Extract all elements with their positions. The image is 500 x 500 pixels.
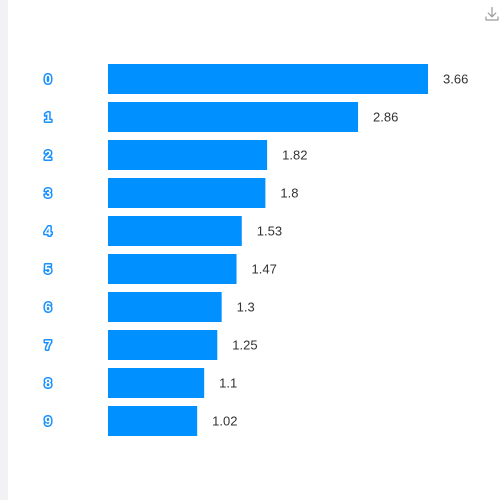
category-label-3: 3 [44,186,51,201]
value-label-9: 1.02 [212,414,237,429]
category-label-0: 0 [44,72,51,87]
value-label-0: 3.66 [443,72,468,87]
bar-4[interactable] [108,216,242,246]
left-edge-strip [0,0,8,500]
bar-6[interactable] [108,292,222,322]
value-label-3: 1.8 [280,186,298,201]
value-label-4: 1.53 [257,224,282,239]
bar-2[interactable] [108,140,268,170]
category-label-7: 7 [44,338,51,353]
category-label-9: 9 [44,414,51,429]
category-label-6: 6 [44,300,51,315]
category-label-2: 2 [44,148,51,163]
bar-8[interactable] [108,368,205,398]
bar-0[interactable] [108,64,428,94]
bar-7[interactable] [108,330,218,360]
bar-9[interactable] [108,406,198,436]
download-icon [485,6,499,21]
value-label-7: 1.25 [232,338,257,353]
category-label-4: 4 [44,224,52,239]
category-label-1: 1 [44,110,51,125]
value-label-5: 1.47 [252,262,277,277]
category-label-8: 8 [44,376,51,391]
category-label-5: 5 [44,262,51,277]
bar-5[interactable] [108,254,237,284]
bar-1[interactable] [108,102,359,132]
value-label-8: 1.1 [219,376,237,391]
value-label-1: 2.86 [373,110,398,125]
value-label-2: 1.82 [282,148,307,163]
download-button[interactable] [484,6,500,22]
value-label-6: 1.3 [237,300,255,315]
bar-3[interactable] [108,178,266,208]
